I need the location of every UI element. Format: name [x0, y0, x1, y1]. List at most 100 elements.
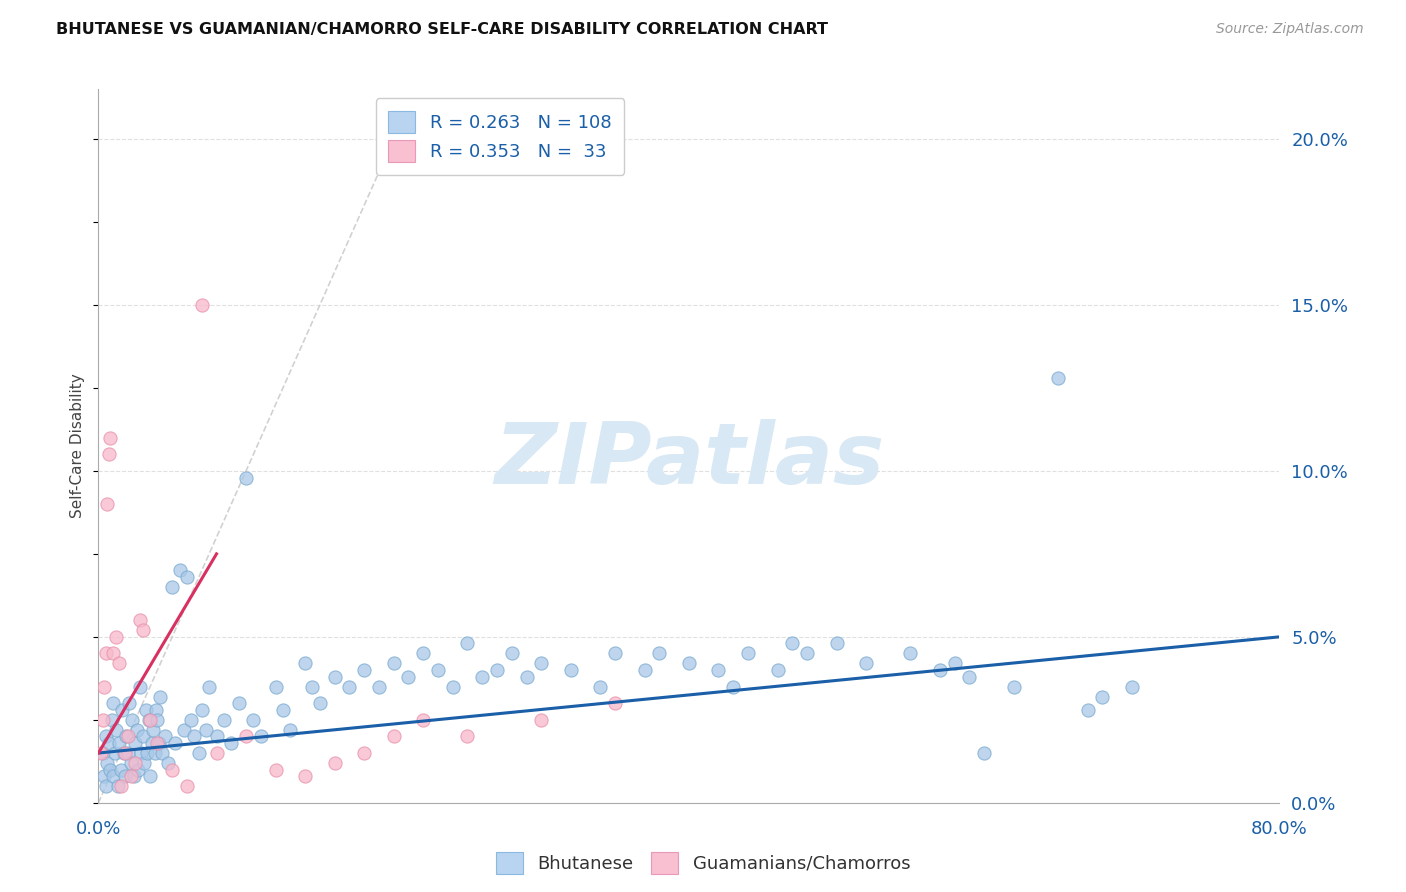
- Point: [353, 746, 375, 760]
- Point: [94, 779, 117, 793]
- Point: [501, 647, 523, 661]
- Point: [110, 779, 132, 793]
- Point: [205, 730, 228, 744]
- Point: [96, 756, 118, 770]
- Point: [633, 663, 655, 677]
- Point: [143, 746, 166, 760]
- Point: [108, 736, 131, 750]
- Point: [382, 730, 405, 744]
- Point: [110, 763, 132, 777]
- Point: [825, 636, 848, 650]
- Point: [129, 746, 152, 760]
- Point: [103, 647, 125, 661]
- Point: [100, 713, 122, 727]
- Point: [250, 730, 273, 744]
- Point: [93, 680, 115, 694]
- Point: [122, 769, 145, 783]
- Point: [108, 657, 131, 671]
- Point: [782, 636, 804, 650]
- Point: [118, 696, 141, 710]
- Point: [382, 657, 405, 671]
- Point: [127, 763, 149, 777]
- Point: [353, 663, 375, 677]
- Point: [195, 723, 218, 737]
- Point: [132, 730, 155, 744]
- Point: [294, 769, 316, 783]
- Text: ZIPatlas: ZIPatlas: [494, 418, 884, 502]
- Text: Source: ZipAtlas.com: Source: ZipAtlas.com: [1216, 22, 1364, 37]
- Point: [516, 670, 538, 684]
- Point: [605, 696, 627, 710]
- Point: [98, 763, 121, 777]
- Point: [107, 779, 129, 793]
- Point: [1002, 680, 1025, 694]
- Point: [678, 657, 700, 671]
- Point: [120, 769, 142, 783]
- Point: [91, 713, 114, 727]
- Point: [117, 746, 139, 760]
- Point: [111, 703, 134, 717]
- Point: [456, 636, 478, 650]
- Point: [323, 756, 346, 770]
- Point: [183, 730, 205, 744]
- Point: [94, 730, 117, 744]
- Point: [91, 746, 114, 760]
- Point: [117, 730, 139, 744]
- Point: [146, 736, 169, 750]
- Point: [205, 746, 228, 760]
- Point: [1046, 371, 1069, 385]
- Point: [323, 670, 346, 684]
- Y-axis label: Self-Care Disability: Self-Care Disability: [70, 374, 86, 518]
- Point: [278, 723, 302, 737]
- Point: [142, 723, 165, 737]
- Point: [235, 470, 257, 484]
- Point: [1077, 703, 1099, 717]
- Point: [115, 730, 138, 744]
- Point: [153, 730, 176, 744]
- Point: [136, 746, 159, 760]
- Point: [530, 657, 553, 671]
- Point: [125, 723, 148, 737]
- Point: [900, 647, 922, 661]
- Point: [396, 670, 419, 684]
- Point: [427, 663, 450, 677]
- Point: [737, 647, 759, 661]
- Point: [264, 680, 287, 694]
- Point: [148, 736, 170, 750]
- Point: [368, 680, 391, 694]
- Point: [294, 657, 316, 671]
- Point: [150, 746, 173, 760]
- Point: [221, 736, 243, 750]
- Point: [132, 624, 155, 638]
- Point: [456, 730, 478, 744]
- Point: [135, 703, 157, 717]
- Point: [1091, 690, 1114, 704]
- Point: [228, 696, 250, 710]
- Point: [943, 657, 966, 671]
- Point: [309, 696, 332, 710]
- Text: BHUTANESE VS GUAMANIAN/CHAMORRO SELF-CARE DISABILITY CORRELATION CHART: BHUTANESE VS GUAMANIAN/CHAMORRO SELF-CAR…: [56, 22, 828, 37]
- Point: [187, 746, 209, 760]
- Point: [139, 713, 162, 727]
- Point: [165, 736, 187, 750]
- Point: [146, 713, 169, 727]
- Point: [103, 769, 125, 783]
- Point: [412, 713, 434, 727]
- Point: [128, 613, 150, 627]
- Point: [796, 647, 818, 661]
- Point: [176, 779, 198, 793]
- Point: [114, 769, 136, 783]
- Point: [173, 723, 195, 737]
- Point: [90, 746, 112, 760]
- Text: 0.0%: 0.0%: [76, 820, 121, 838]
- Point: [98, 431, 121, 445]
- Point: [162, 580, 183, 594]
- Point: [104, 746, 127, 760]
- Legend: R = 0.263   N = 108, R = 0.353   N =  33: R = 0.263 N = 108, R = 0.353 N = 33: [375, 98, 624, 175]
- Point: [93, 769, 115, 783]
- Point: [973, 746, 995, 760]
- Point: [114, 746, 136, 760]
- Point: [560, 663, 582, 677]
- Point: [141, 736, 163, 750]
- Point: [96, 497, 118, 511]
